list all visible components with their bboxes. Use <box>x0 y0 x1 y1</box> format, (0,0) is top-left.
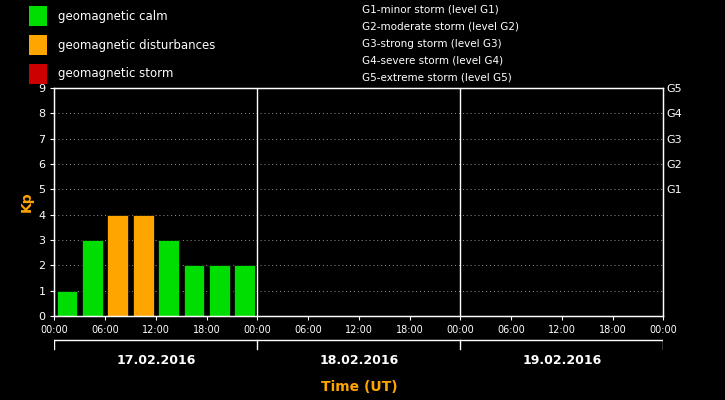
Text: G2-moderate storm (level G2): G2-moderate storm (level G2) <box>362 22 520 32</box>
Text: G1-minor storm (level G1): G1-minor storm (level G1) <box>362 4 500 14</box>
Text: G3-strong storm (level G3): G3-strong storm (level G3) <box>362 39 502 49</box>
Bar <box>209 265 230 316</box>
Text: 17.02.2016: 17.02.2016 <box>116 354 196 367</box>
Bar <box>29 6 47 26</box>
Bar <box>234 265 255 316</box>
Text: geomagnetic calm: geomagnetic calm <box>58 10 167 23</box>
Bar <box>82 240 103 316</box>
Bar <box>158 240 179 316</box>
Text: geomagnetic storm: geomagnetic storm <box>58 67 173 80</box>
Y-axis label: Kp: Kp <box>20 192 34 212</box>
Bar <box>29 64 47 84</box>
Text: G4-severe storm (level G4): G4-severe storm (level G4) <box>362 56 504 66</box>
Text: 18.02.2016: 18.02.2016 <box>319 354 399 367</box>
Bar <box>29 35 47 55</box>
Text: Time (UT): Time (UT) <box>320 380 397 394</box>
Bar <box>183 265 204 316</box>
Bar <box>133 215 154 316</box>
Bar <box>107 215 128 316</box>
Text: 19.02.2016: 19.02.2016 <box>522 354 602 367</box>
Text: geomagnetic disturbances: geomagnetic disturbances <box>58 38 215 52</box>
Bar <box>57 291 78 316</box>
Text: G5-extreme storm (level G5): G5-extreme storm (level G5) <box>362 73 513 83</box>
